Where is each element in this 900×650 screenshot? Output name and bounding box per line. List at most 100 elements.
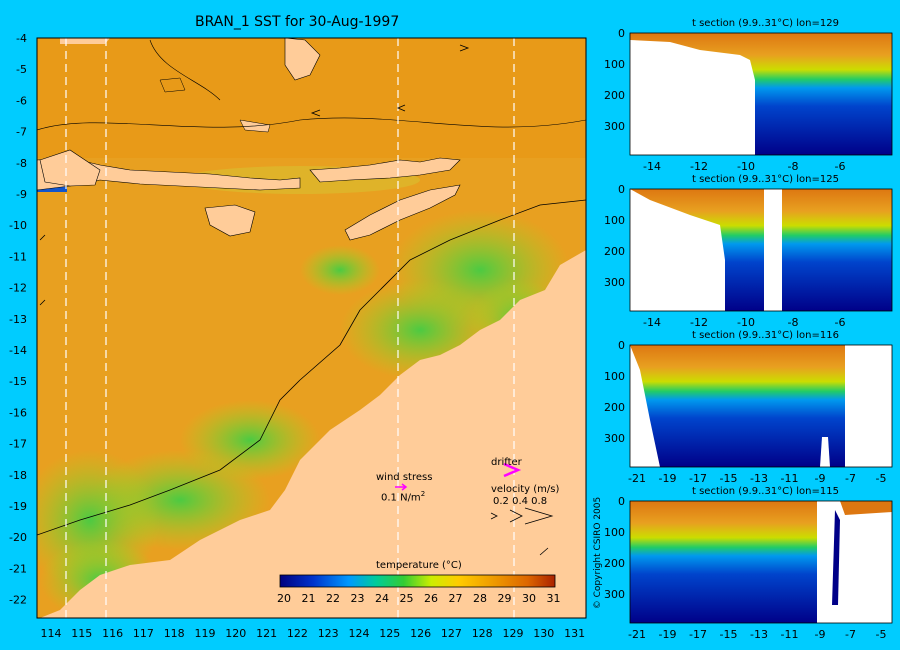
map-y-tick: -15: [9, 375, 27, 388]
map-y-tick: -10: [9, 219, 27, 232]
map-x-tick: 126: [410, 627, 431, 640]
section-title-2: t section (9.9..31°C) lon=125: [692, 174, 839, 185]
wind-stress-value-text: 0.1 N/m: [381, 492, 421, 504]
map-x-tick: 129: [503, 627, 524, 640]
section-x-tick: -10: [737, 160, 755, 173]
colorbar-tick: 26: [424, 592, 438, 605]
section-panel-2: [629, 188, 893, 312]
section-y-tick: 0: [618, 495, 625, 508]
section-title-3: t section (9.9..31°C) lon=116: [692, 330, 839, 341]
map-y-tick: -9: [16, 188, 27, 201]
colorbar-labels: 20 21 22 23 24 25 26 27 28 29 30 31: [277, 592, 561, 605]
velocity-label: velocity (m/s): [491, 484, 560, 495]
section-y-tick: 200: [604, 557, 625, 570]
colorbar-tick: 29: [498, 592, 512, 605]
map-x-tick: 119: [195, 627, 216, 640]
section-x-tick: -11: [781, 628, 799, 641]
colorbar-tick: 31: [547, 592, 561, 605]
map-x-tick: 123: [318, 627, 339, 640]
section-x-tick: -7: [845, 628, 856, 641]
map-x-tick: 118: [164, 627, 185, 640]
section-x-tick: -13: [750, 472, 768, 485]
velocity-values: 0.2 0.4 0.8: [493, 496, 548, 507]
section-x-tick: -19: [659, 472, 677, 485]
colorbar-tick: 28: [473, 592, 487, 605]
section-y-tick: 200: [604, 245, 625, 258]
map-x-tick: 122: [287, 627, 308, 640]
map-x-tick: 130: [533, 627, 554, 640]
map-x-tick: 124: [349, 627, 370, 640]
section-x-tick: -8: [788, 160, 799, 173]
wind-stress-unit-sup: 2: [420, 490, 426, 498]
map-x-tick: 128: [472, 627, 493, 640]
map-x-axis: 114 115 116 117 118 119 120 121 122 123 124 125 126 1…: [41, 627, 586, 640]
colorbar-tick: 30: [522, 592, 536, 605]
map-y-tick: -17: [9, 438, 27, 451]
wind-stress-value: 0.1 N/m2: [381, 490, 425, 503]
section-x-tick: -12: [690, 160, 708, 173]
colorbar-title: temperature (°C): [376, 560, 462, 571]
map-y-tick: -8: [16, 157, 27, 170]
map-y-tick: -12: [9, 282, 27, 295]
map-x-tick: 117: [133, 627, 154, 640]
map-y-tick: -13: [9, 313, 27, 326]
map-y-tick: -20: [9, 531, 27, 544]
section-x-tick: -15: [720, 628, 738, 641]
section-y-tick: 0: [618, 27, 625, 40]
section-panel-3: [629, 344, 893, 468]
colorbar-tick: 20: [277, 592, 291, 605]
map-y-tick: -14: [9, 344, 27, 357]
section-y-tick: 100: [604, 526, 625, 539]
section-y-tick: 300: [604, 120, 625, 133]
colorbar-tick: 22: [326, 592, 340, 605]
map-y-tick: -16: [9, 406, 27, 419]
map-y-tick: -18: [9, 469, 27, 482]
section-x-tick: -6: [835, 316, 846, 329]
map-title: BRAN_1 SST for 30-Aug-1997: [195, 14, 400, 30]
section-y-tick: 100: [604, 214, 625, 227]
section-x-tick: -21: [628, 628, 646, 641]
wind-stress-label: wind stress: [376, 472, 433, 483]
section-x-tick: -5: [876, 628, 887, 641]
map-y-tick: -6: [16, 94, 27, 107]
section-y-tick: 200: [604, 401, 625, 414]
section-x-tick: -17: [689, 628, 707, 641]
section-x-tick: -14: [643, 316, 661, 329]
map-y-tick: -4: [16, 32, 27, 45]
copyright-text: © Copyright CSIRO 2005: [593, 496, 603, 610]
map-y-tick: -11: [9, 250, 27, 263]
section-y-tick: 300: [604, 588, 625, 601]
section-x-tick: -21: [628, 472, 646, 485]
section-x-tick: -14: [643, 160, 661, 173]
section-x-tick: -13: [750, 628, 768, 641]
map-x-tick: 115: [71, 627, 92, 640]
section-y-tick: 0: [618, 339, 625, 352]
map-x-tick: 131: [564, 627, 585, 640]
map-y-tick: -21: [9, 562, 27, 575]
section-y-tick: 300: [604, 276, 625, 289]
section-x-tick: -7: [845, 472, 856, 485]
section-x-tick: -19: [659, 628, 677, 641]
section-x-tick: -12: [690, 316, 708, 329]
map-x-tick: 116: [102, 627, 123, 640]
map-x-tick: 120: [225, 627, 246, 640]
map-x-tick: 114: [41, 627, 62, 640]
map-x-tick: 125: [379, 627, 400, 640]
section-y-tick: 300: [604, 432, 625, 445]
section-x-tick: -9: [815, 628, 826, 641]
colorbar-tick: 23: [351, 592, 365, 605]
map-x-tick: 121: [256, 627, 277, 640]
section-x-tick: -17: [689, 472, 707, 485]
map-y-tick: -7: [16, 126, 27, 139]
section-y-tick: 200: [604, 89, 625, 102]
colorbar-tick: 27: [449, 592, 463, 605]
colorbar-tick: 25: [400, 592, 414, 605]
section-title-1: t section (9.9..31°C) lon=129: [692, 18, 839, 29]
map-x-tick: 127: [441, 627, 462, 640]
section-x-tick: -10: [737, 316, 755, 329]
section-panel-4: [629, 500, 893, 624]
section-x-tick: -15: [720, 472, 738, 485]
section-panel-1: [629, 32, 893, 156]
map-y-tick: -5: [16, 63, 27, 76]
